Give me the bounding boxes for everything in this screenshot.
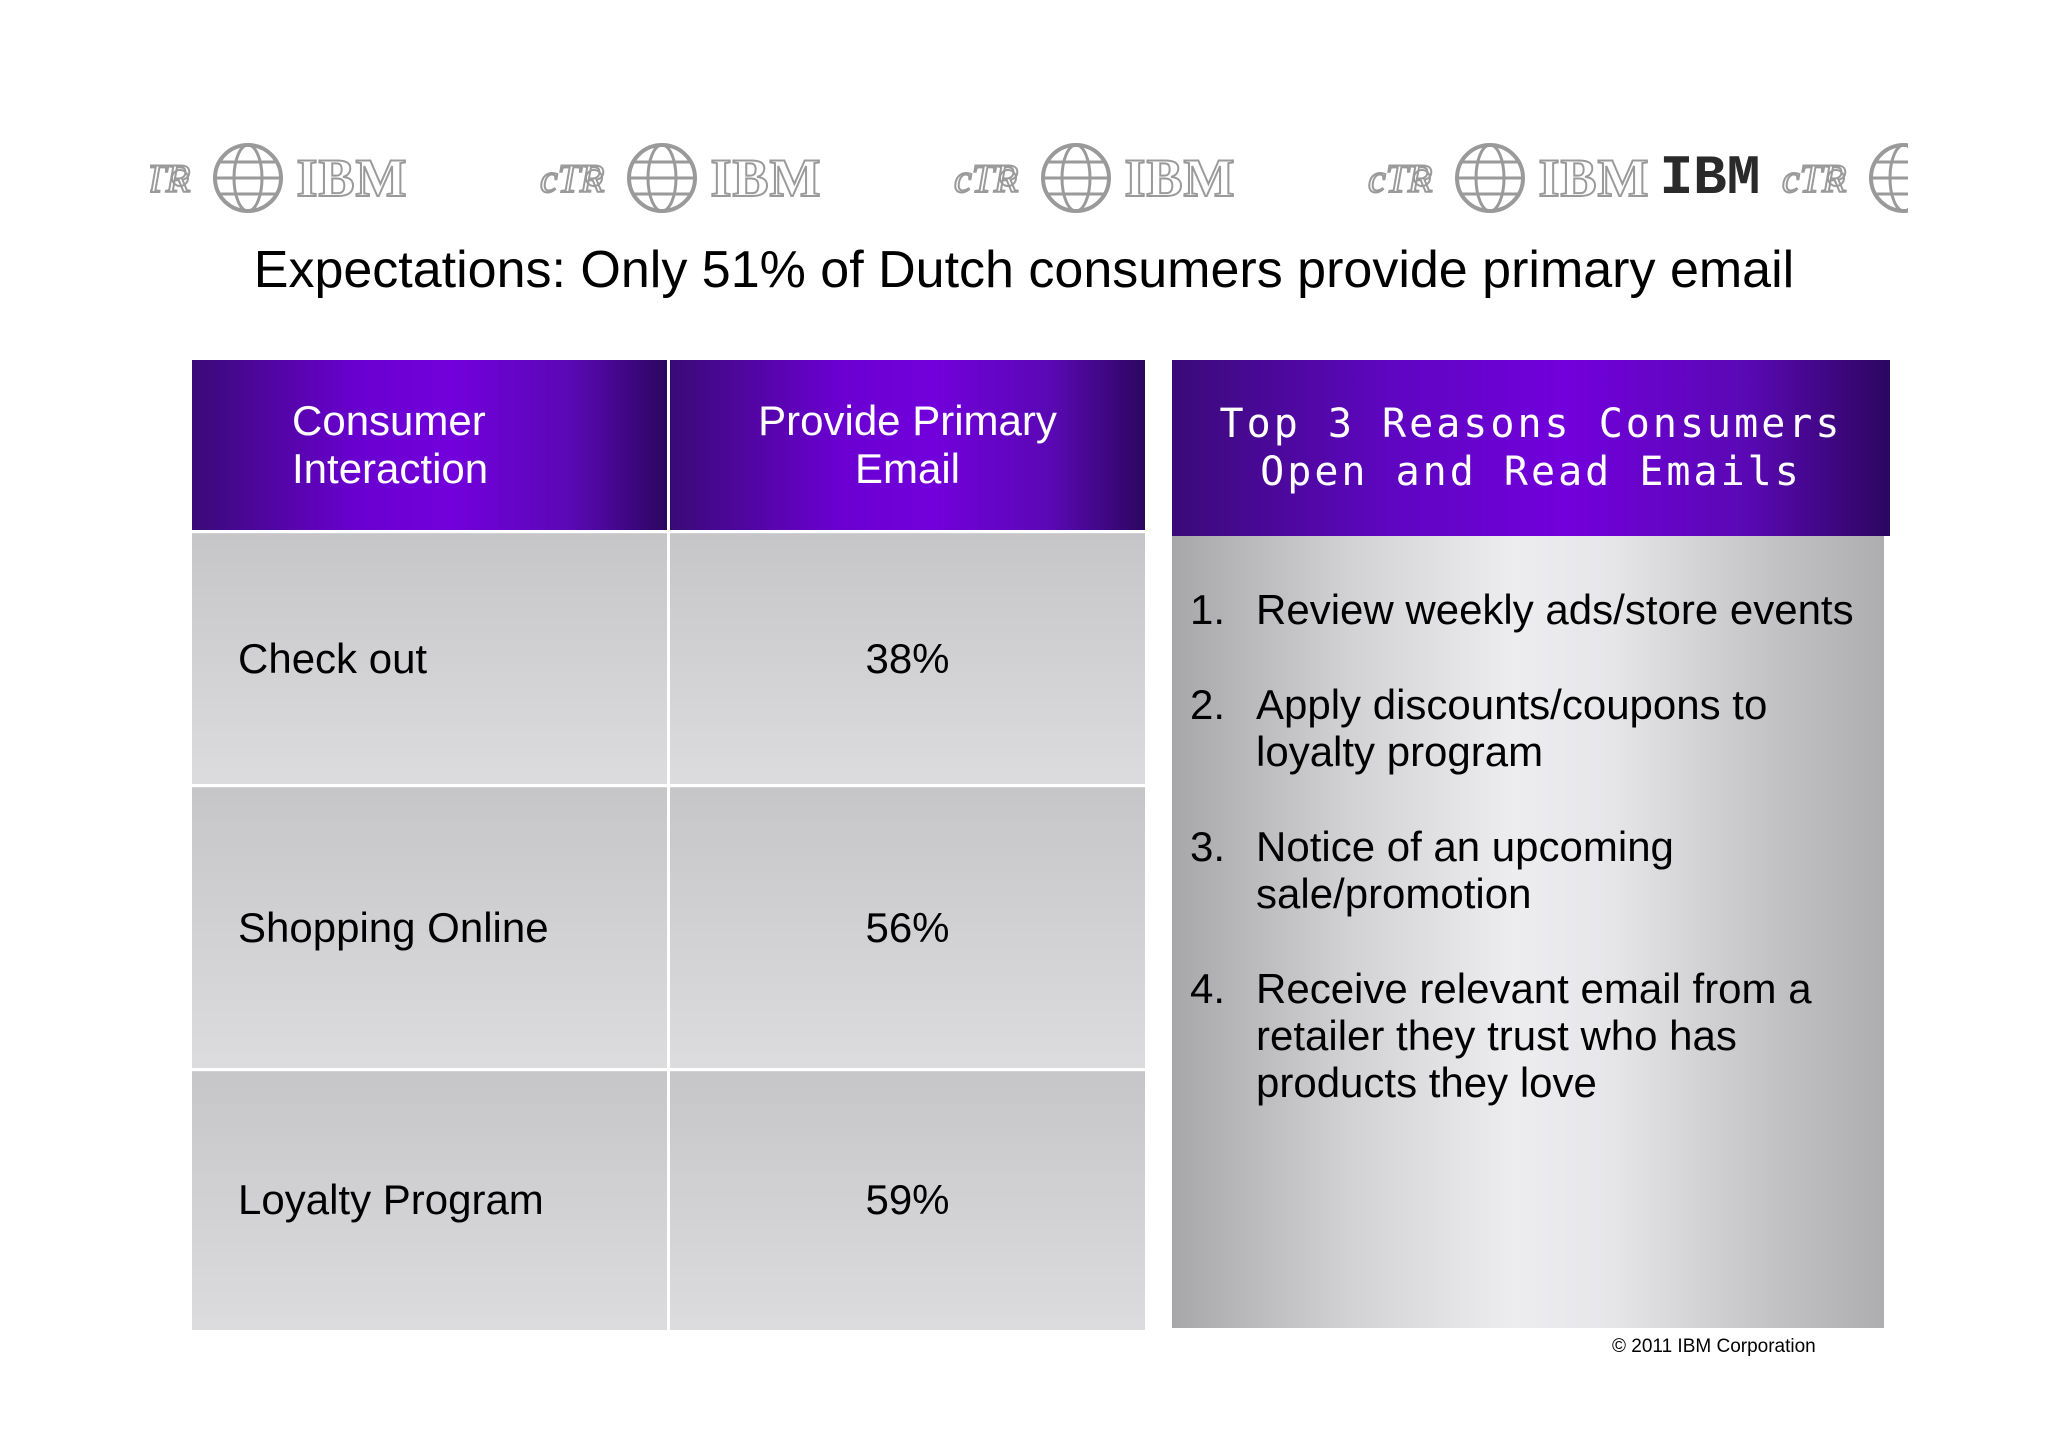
ibm-serif-logo: IBM <box>710 147 822 209</box>
list-text: Apply discounts/coupons to loyalty progr… <box>1256 681 1768 775</box>
logo-strip: cTR IBM IBM cTR IBM IBM cTR IBM IBM cTR … <box>150 138 1908 218</box>
reasons-panel-title: Top 3 Reasons Consumers Open and Read Em… <box>1172 360 1890 536</box>
cell-interaction: Shopping Online <box>192 784 670 1070</box>
svg-text:cTR: cTR <box>1782 156 1846 201</box>
slide-title: Expectations: Only 51% of Dutch consumer… <box>253 241 1795 299</box>
panel-title-line: Open and Read Emails <box>1260 449 1802 495</box>
list-number: 1. <box>1190 586 1226 633</box>
svg-text:cTR: cTR <box>150 156 190 201</box>
panel-title-line: Top 3 Reasons Consumers <box>1219 401 1843 447</box>
svg-text:cTR: cTR <box>540 156 604 201</box>
table-row: Loyalty Program 59% <box>192 1068 1145 1330</box>
globe-logo <box>1858 138 1908 218</box>
list-number: 4. <box>1190 965 1226 1012</box>
list-item: 3. Notice of an upcoming sale/promotion <box>1190 823 1884 917</box>
cell-interaction: Loyalty Program <box>192 1068 670 1330</box>
list-number: 3. <box>1190 823 1226 870</box>
table-row: Shopping Online 56% <box>192 784 1145 1070</box>
data-table: Consumer Interaction Provide Primary Ema… <box>192 360 1145 1330</box>
list-text: Review weekly ads/store events <box>1256 586 1854 633</box>
globe-logo <box>202 138 294 218</box>
globe-logo <box>1030 138 1122 218</box>
logo-banner: cTR IBM IBM cTR IBM IBM cTR IBM IBM cTR … <box>150 138 1908 218</box>
header-line: Consumer <box>292 397 486 444</box>
header-provide-primary-email: Provide Primary Email <box>668 360 1145 532</box>
header-line: Provide Primary <box>758 397 1057 444</box>
list-text: Notice of an upcoming sale/promotion <box>1256 823 1674 917</box>
header-consumer-interaction: Consumer Interaction <box>192 360 670 532</box>
list-text: Receive relevant email from a retailer t… <box>1256 965 1812 1106</box>
ibm-serif-logo: IBM <box>296 147 408 209</box>
ctr-logo: cTR <box>150 138 202 218</box>
list-number: 2. <box>1190 681 1226 728</box>
header-line: Interaction <box>292 445 489 492</box>
list-item: 1. Review weekly ads/store events <box>1190 586 1884 633</box>
header-line: Email <box>854 445 961 492</box>
ctr-logo: cTR <box>940 138 1030 218</box>
globe-logo <box>1444 138 1536 218</box>
ibm-stripe-logo-dark: IBM <box>1652 138 1768 218</box>
ibm-stripe-logo: IBM <box>1238 138 1354 218</box>
svg-text:cTR: cTR <box>1368 156 1432 201</box>
ctr-logo: cTR <box>1768 138 1858 218</box>
cell-value: 56% <box>668 784 1145 1070</box>
ibm-stripe-logo: IBM <box>824 138 940 218</box>
reasons-panel-body: 1. Review weekly ads/store events 2. App… <box>1172 536 1884 1328</box>
table-row: Check out 38% <box>192 530 1145 786</box>
cell-interaction: Check out <box>192 530 670 786</box>
globe-logo <box>616 138 708 218</box>
table-header-row: Consumer Interaction Provide Primary Ema… <box>192 360 1145 532</box>
reasons-list: 1. Review weekly ads/store events 2. App… <box>1172 586 1884 1106</box>
interaction-table: Consumer Interaction Provide Primary Ema… <box>192 360 1145 1330</box>
list-item: 2. Apply discounts/coupons to loyalty pr… <box>1190 681 1884 775</box>
copyright-notice: © 2011 IBM Corporation <box>1612 1336 1816 1357</box>
cell-value: 38% <box>668 530 1145 786</box>
ibm-stripe-logo: IBM <box>410 138 526 218</box>
ctr-logo: cTR <box>1354 138 1444 218</box>
ibm-serif-logo: IBM <box>1538 147 1650 209</box>
cell-value: 59% <box>668 1068 1145 1330</box>
ctr-logo: cTR <box>526 138 616 218</box>
svg-text:cTR: cTR <box>954 156 1018 201</box>
reasons-panel: Top 3 Reasons Consumers Open and Read Em… <box>1172 360 1890 1328</box>
ibm-serif-logo: IBM <box>1124 147 1236 209</box>
list-item: 4. Receive relevant email from a retaile… <box>1190 965 1884 1106</box>
